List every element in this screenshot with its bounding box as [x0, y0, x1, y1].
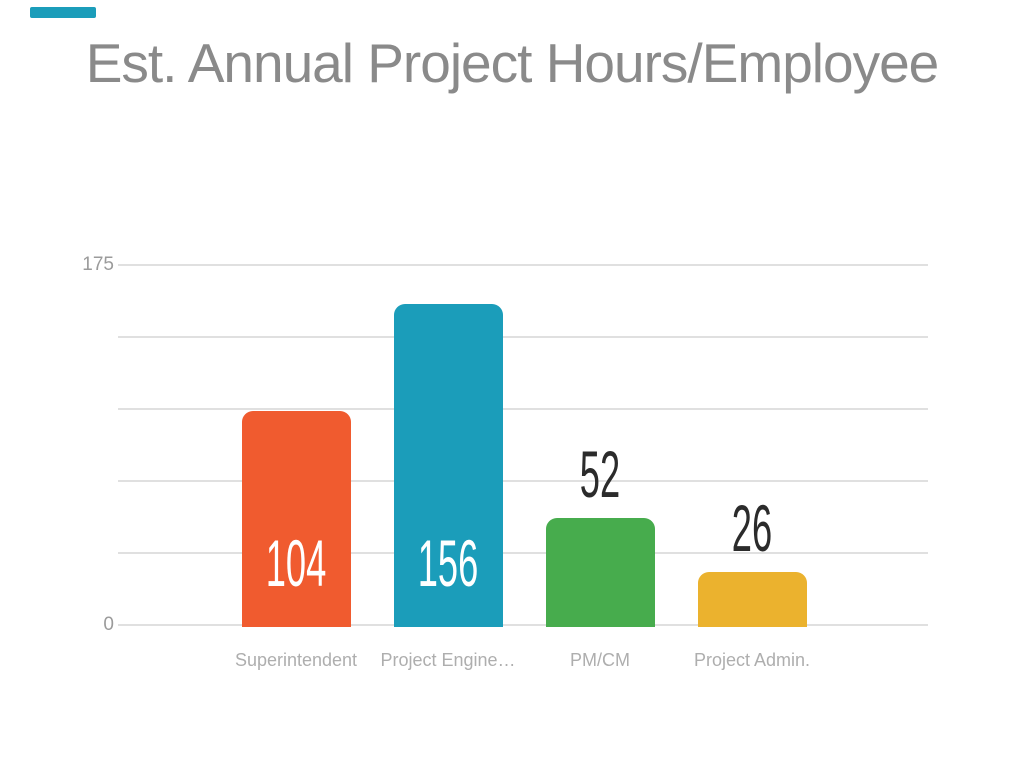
gridline	[118, 480, 928, 482]
bar-value-label: 52	[579, 437, 621, 511]
gridline	[118, 336, 928, 338]
y-tick-label: 175	[82, 254, 114, 275]
bar-value-label: 104	[265, 526, 327, 600]
chart-title: Est. Annual Project Hours/Employee	[85, 32, 940, 94]
gridline	[118, 552, 928, 554]
slide-progress-accent-bar	[30, 7, 96, 18]
x-category-label: Superintendent	[234, 650, 358, 670]
bar-project-engine-	[393, 304, 503, 627]
gridline	[118, 624, 928, 626]
bar-pm-cm	[545, 518, 655, 627]
bar-project-admin-	[697, 572, 807, 627]
x-category-label: Project Engine…	[380, 650, 516, 670]
bar-superintendent	[241, 411, 351, 627]
gridline	[118, 264, 928, 266]
bar-value-label: 156	[417, 526, 479, 600]
x-category-label: Project Admin.	[693, 650, 811, 670]
x-category-label: PM/CM	[570, 650, 630, 670]
bar-value-label: 26	[731, 491, 773, 565]
gridline	[118, 408, 928, 410]
y-tick-label: 0	[103, 614, 114, 635]
